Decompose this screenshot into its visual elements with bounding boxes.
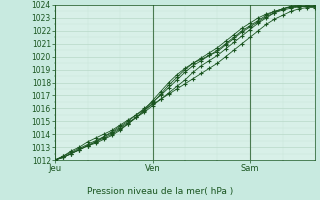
Text: Pression niveau de la mer( hPa ): Pression niveau de la mer( hPa ) <box>87 187 233 196</box>
